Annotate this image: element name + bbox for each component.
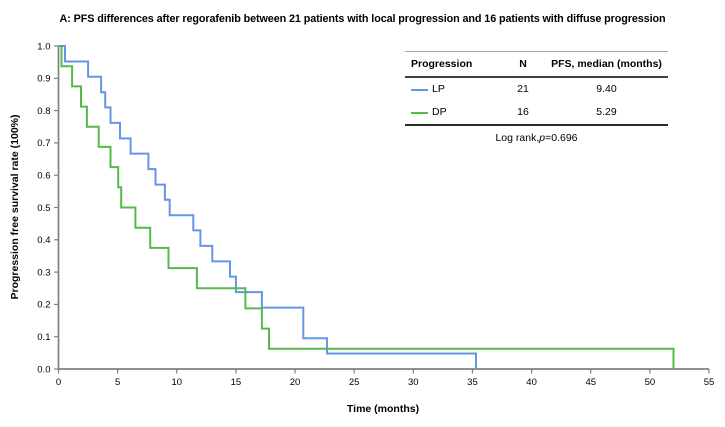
svg-text:50: 50 xyxy=(645,377,656,388)
svg-text:0: 0 xyxy=(56,377,61,388)
p-value: =0.696 xyxy=(545,131,578,144)
legend-header-rule xyxy=(405,76,668,78)
svg-text:0.6: 0.6 xyxy=(37,171,50,182)
svg-text:30: 30 xyxy=(408,377,419,388)
dp-label: DP xyxy=(432,106,447,119)
svg-text:40: 40 xyxy=(526,377,537,388)
svg-text:45: 45 xyxy=(585,377,596,388)
lp-n-value: 21 xyxy=(517,83,529,96)
legend-row-lp: LP 21 9.40 xyxy=(405,78,668,101)
lp-label: LP xyxy=(432,83,445,96)
svg-text:0.1: 0.1 xyxy=(37,332,50,343)
lp-line-swatch-icon xyxy=(411,88,428,91)
p-symbol: p xyxy=(539,131,546,144)
svg-text:0.4: 0.4 xyxy=(37,235,50,246)
svg-text:0.8: 0.8 xyxy=(37,106,50,117)
svg-text:0.7: 0.7 xyxy=(37,138,50,149)
dp-n-value: 16 xyxy=(517,106,529,119)
x-axis-label: Time (months) xyxy=(346,403,420,415)
log-rank-note: Log rank, p =0.696 xyxy=(405,126,668,149)
legend-header-n: N xyxy=(519,57,527,70)
svg-text:0.0: 0.0 xyxy=(37,364,50,375)
svg-text:0.5: 0.5 xyxy=(37,203,50,214)
figure-title: A: PFS differences after regorafenib bet… xyxy=(59,13,666,25)
svg-text:0.9: 0.9 xyxy=(37,74,50,85)
svg-text:0.3: 0.3 xyxy=(37,267,50,278)
legend-row-dp: DP 16 5.29 xyxy=(405,101,668,124)
svg-text:35: 35 xyxy=(467,377,478,388)
svg-text:10: 10 xyxy=(171,377,182,388)
legend-top-rule xyxy=(405,51,668,52)
lp-median-value: 9.40 xyxy=(596,83,617,96)
legend-header-median: PFS, median (months) xyxy=(551,57,662,70)
legend-bottom-rule xyxy=(405,124,668,126)
legend-header-row: Progression N PFS, median (months) xyxy=(405,52,668,76)
svg-text:25: 25 xyxy=(349,377,360,388)
legend-header-progression: Progression xyxy=(411,57,473,70)
dp-line-swatch-icon xyxy=(411,111,428,114)
log-rank-prefix: Log rank, xyxy=(495,131,540,144)
dp-median-value: 5.29 xyxy=(596,106,617,119)
svg-text:1.0: 1.0 xyxy=(37,41,50,52)
svg-text:20: 20 xyxy=(290,377,301,388)
svg-text:15: 15 xyxy=(231,377,242,388)
svg-text:5: 5 xyxy=(115,377,120,388)
svg-text:0.2: 0.2 xyxy=(37,300,50,311)
legend-table: Progression N PFS, median (months) LP 21… xyxy=(405,51,668,149)
svg-text:55: 55 xyxy=(704,377,715,388)
